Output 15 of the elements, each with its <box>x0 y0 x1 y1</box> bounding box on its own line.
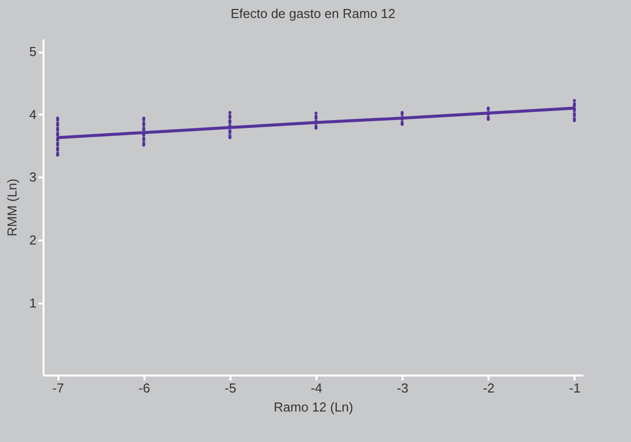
y-tick-label: 2 <box>29 232 36 248</box>
chart-title: Efecto de gasto en Ramo 12 <box>230 6 396 21</box>
y-tick-label: 4 <box>29 106 36 122</box>
x-tick-label: -5 <box>224 380 236 396</box>
x-axis-title: Ramo 12 (Ln) <box>274 400 354 414</box>
y-axis-title: RMM (Ln) <box>4 178 20 236</box>
x-tick-label: -7 <box>52 380 64 396</box>
y-tick-label: 3 <box>29 170 36 185</box>
x-tick-label: -6 <box>138 380 150 396</box>
x-tick-label: -2 <box>482 380 495 396</box>
y-tick-label: 1 <box>29 295 36 310</box>
x-tick-label: -3 <box>396 380 408 396</box>
y-tick-label: 5 <box>29 44 36 60</box>
x-tick-label: -1 <box>569 380 581 396</box>
x-tick-label: -4 <box>310 380 322 396</box>
